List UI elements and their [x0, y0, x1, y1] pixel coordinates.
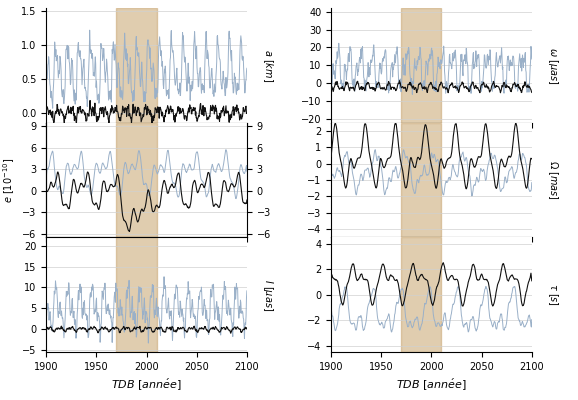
- Y-axis label: $\Omega\ [mas]$: $\Omega\ [mas]$: [546, 160, 560, 200]
- Bar: [116, 237, 157, 352]
- Bar: [401, 237, 442, 352]
- Y-axis label: $\omega\ [\mu as]$: $\omega\ [\mu as]$: [546, 47, 560, 84]
- Bar: [116, 123, 157, 237]
- Y-axis label: $a\ [km]$: $a\ [km]$: [261, 49, 275, 82]
- Y-axis label: $I\ [\mu as]$: $I\ [\mu as]$: [261, 278, 275, 311]
- Y-axis label: $\tau\ [s]$: $\tau\ [s]$: [546, 283, 560, 306]
- Bar: [401, 8, 442, 123]
- Y-axis label: $e\ [10^{-10}]$: $e\ [10^{-10}]$: [1, 157, 17, 203]
- Bar: [401, 123, 442, 237]
- Bar: [116, 8, 157, 123]
- X-axis label: TDB $[ann\acute{e}e]$: TDB $[ann\acute{e}e]$: [396, 377, 467, 394]
- X-axis label: TDB $[ann\acute{e}e]$: TDB $[ann\acute{e}e]$: [111, 377, 182, 394]
